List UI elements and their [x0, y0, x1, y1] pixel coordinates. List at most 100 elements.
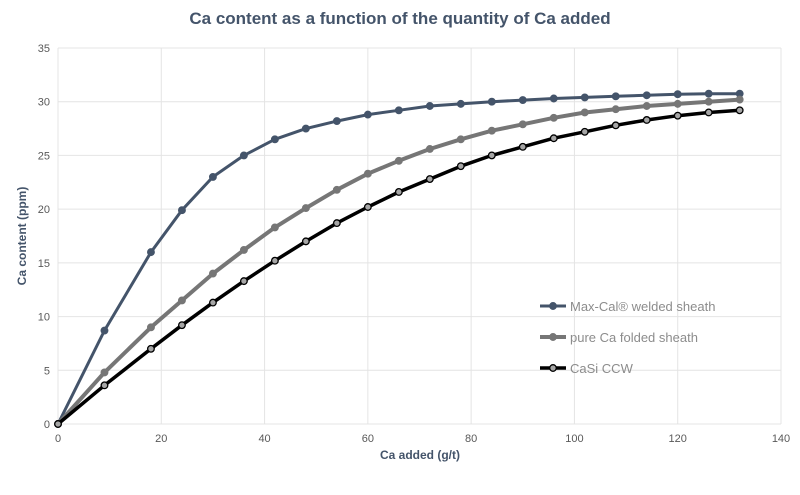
data-point: [363, 203, 372, 211]
data-point: [425, 145, 434, 153]
data-point: [704, 89, 713, 98]
data-point: [580, 127, 589, 136]
y-tick-label: 5: [44, 365, 50, 377]
series-2: [54, 106, 744, 428]
data-point: [363, 169, 372, 178]
data-point: [301, 124, 310, 133]
series-line: [56, 97, 742, 426]
data-point: [332, 185, 341, 194]
chart-title: Ca content as a function of the quantity…: [189, 9, 610, 28]
data-point: [549, 113, 558, 122]
x-tick-label: 40: [258, 433, 270, 445]
x-tick-label: 80: [465, 433, 477, 445]
x-axis-ticks: 0 20 40 60 80 100 120 140: [55, 433, 790, 445]
legend-swatch-marker: [549, 364, 557, 372]
series-0: [54, 89, 744, 428]
data-point: [332, 219, 341, 228]
data-point: [487, 126, 496, 135]
data-point: [456, 135, 465, 144]
data-point: [518, 142, 527, 151]
data-point: [704, 108, 713, 117]
x-axis-title: Ca added (g/t): [380, 448, 460, 462]
data-point: [673, 99, 682, 108]
data-point: [487, 151, 496, 160]
data-point: [518, 120, 527, 129]
data-point: [208, 298, 217, 307]
data-point: [394, 156, 403, 165]
x-tick-label: 60: [362, 433, 374, 445]
data-point: [301, 204, 310, 213]
data-point: [549, 94, 558, 103]
data-point: [704, 97, 713, 106]
data-point: [147, 323, 155, 332]
legend-item: pure Ca folded sheath: [540, 330, 698, 345]
data-point: [208, 269, 217, 278]
data-point: [54, 420, 62, 428]
data-point: [394, 106, 403, 115]
x-tick-label: 0: [55, 433, 61, 445]
legend-swatch-marker: [549, 333, 557, 341]
x-tick-label: 120: [669, 433, 687, 445]
data-point: [177, 296, 186, 305]
data-point: [580, 108, 589, 117]
x-tick-label: 100: [565, 433, 583, 445]
data-point: [549, 134, 558, 143]
x-tick-label: 140: [772, 433, 790, 445]
data-point: [208, 172, 217, 181]
data-point: [456, 162, 465, 171]
data-point: [394, 188, 403, 196]
y-tick-label: 15: [38, 258, 50, 270]
data-point: [177, 321, 186, 330]
y-tick-label: 25: [38, 150, 50, 162]
data-point: [642, 116, 651, 124]
data-point: [425, 102, 434, 110]
data-point: [100, 326, 109, 335]
data-point: [611, 92, 620, 101]
data-point: [580, 93, 589, 102]
legend-label: Max-Cal® welded sheath: [570, 299, 715, 314]
legend-label: CaSi CCW: [570, 361, 634, 376]
y-tick-label: 35: [38, 43, 50, 55]
data-point: [301, 237, 310, 246]
legend: Max-Cal® welded sheath pure Ca folded she…: [540, 299, 715, 376]
data-point: [611, 121, 620, 130]
data-point: [611, 105, 620, 114]
data-point: [239, 151, 248, 160]
legend-label: pure Ca folded sheath: [570, 330, 698, 345]
data-point: [270, 223, 279, 232]
legend-item: Max-Cal® welded sheath: [540, 299, 715, 314]
data-point: [147, 248, 155, 257]
x-tick-label: 20: [155, 433, 167, 445]
legend-item: CaSi CCW: [540, 361, 634, 376]
series-group: [54, 89, 744, 428]
data-point: [456, 99, 465, 108]
data-point: [425, 175, 434, 184]
data-point: [735, 106, 744, 115]
data-point: [147, 344, 155, 353]
data-point: [239, 277, 248, 286]
y-tick-label: 0: [44, 419, 50, 431]
y-axis-ticks: 0 5 10 15 20 25 30 35: [38, 43, 50, 431]
data-point: [100, 381, 109, 390]
data-point: [673, 90, 682, 99]
data-point: [673, 111, 682, 120]
y-axis-title: Ca content (ppm): [15, 187, 29, 286]
data-point: [518, 96, 527, 105]
data-point: [487, 97, 496, 106]
y-tick-label: 20: [38, 204, 50, 216]
data-point: [332, 117, 341, 126]
y-tick-label: 10: [38, 312, 50, 324]
series-1: [54, 95, 744, 428]
data-point: [642, 102, 651, 110]
series-line: [56, 92, 742, 426]
data-point: [735, 95, 744, 104]
series-line: [56, 108, 742, 426]
data-point: [239, 246, 248, 254]
y-tick-label: 30: [38, 97, 50, 109]
data-point: [270, 256, 279, 265]
data-point: [642, 91, 651, 100]
legend-swatch-marker: [549, 302, 557, 310]
data-point: [100, 368, 109, 377]
data-point: [363, 110, 372, 119]
